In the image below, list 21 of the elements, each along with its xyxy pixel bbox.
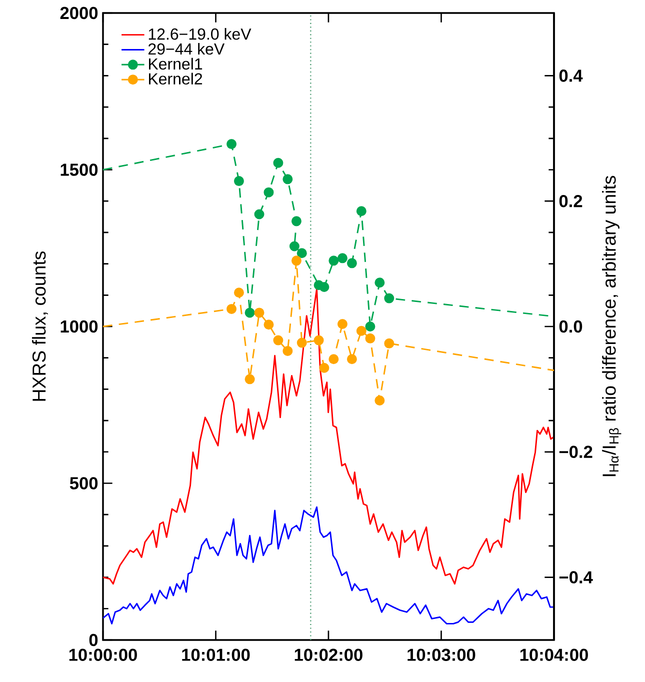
y2-axis-title: I$_{Hα}$/I$_{Hβ}$ ratio difference, arbitrary units bbox=[602, 176, 622, 476]
legend-label: 29−44 keV bbox=[148, 42, 225, 55]
y-tick-label: 500 bbox=[70, 477, 98, 490]
y2-tick-label: 0.0 bbox=[559, 320, 582, 333]
x-tick-label: 10:03:00 bbox=[408, 648, 476, 661]
y-axis-title: HXRS flux, counts bbox=[32, 251, 48, 401]
legend-label: Kernel1 bbox=[149, 58, 202, 70]
legend-label: Kernel2 bbox=[149, 72, 202, 85]
y2-tick-label: 0.2 bbox=[559, 194, 582, 208]
x-tick-label: 10:01:00 bbox=[182, 648, 250, 661]
y2-tick-label: −0.4 bbox=[559, 571, 593, 584]
legend-label: 12.6−19.0 keV bbox=[148, 28, 252, 40]
y-tick-label: 2000 bbox=[60, 6, 98, 20]
x-tick-label: 10:04:00 bbox=[520, 648, 588, 661]
y-tick-label: 1000 bbox=[60, 320, 98, 333]
y-tick-label: 0 bbox=[89, 634, 98, 646]
y2-tick-label: −0.2 bbox=[559, 446, 592, 458]
x-tick-label: 10:00:00 bbox=[69, 648, 137, 661]
x-tick-label: 10:02:00 bbox=[294, 648, 362, 661]
y2-tick-label: 0.4 bbox=[559, 70, 583, 82]
y-tick-label: 1500 bbox=[60, 164, 98, 176]
